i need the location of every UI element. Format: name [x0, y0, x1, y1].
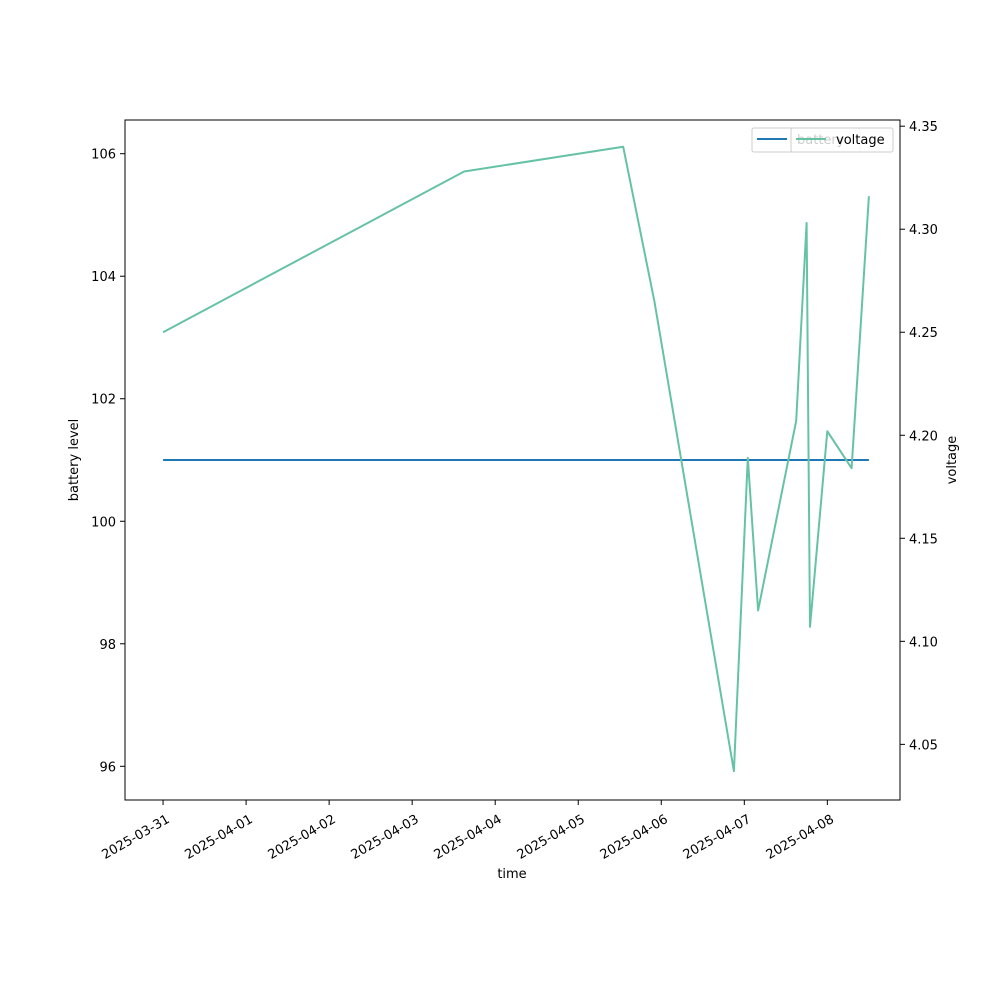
legend-voltage-label: voltage	[836, 133, 885, 148]
y-axis-right: 4.05 4.10 4.15 4.20 4.25 4.30 4.35	[900, 120, 938, 753]
y-left-tick-label: 100	[91, 515, 116, 530]
y-right-tick-label: 4.10	[909, 635, 938, 650]
y-axis-left: 96 98 100 102 104 106	[91, 148, 125, 775]
y-right-tick-label: 4.15	[909, 532, 938, 547]
x-axis-label: time	[497, 867, 526, 882]
y-left-tick-label: 102	[91, 393, 116, 408]
legend-voltage-box	[790, 127, 894, 153]
y-right-tick-label: 4.25	[909, 326, 938, 341]
y-right-tick-label: 4.35	[909, 120, 938, 135]
series-line-voltage	[162, 145, 870, 773]
y-left-tick-label: 104	[91, 270, 116, 285]
y-axis-left-label: battery level	[67, 419, 82, 502]
plot-frame	[124, 119, 901, 801]
y-right-tick-label: 4.20	[909, 429, 938, 444]
plot-lines	[162, 145, 870, 773]
y-right-tick-label: 4.30	[909, 223, 938, 238]
y-right-tick-label: 4.05	[909, 738, 938, 753]
legend-voltage: voltage	[790, 127, 894, 153]
y-axis-right-label: voltage	[945, 436, 960, 485]
y-left-tick-label: 98	[99, 638, 116, 653]
y-left-tick-label: 96	[99, 760, 116, 775]
y-left-tick-label: 106	[91, 148, 116, 163]
